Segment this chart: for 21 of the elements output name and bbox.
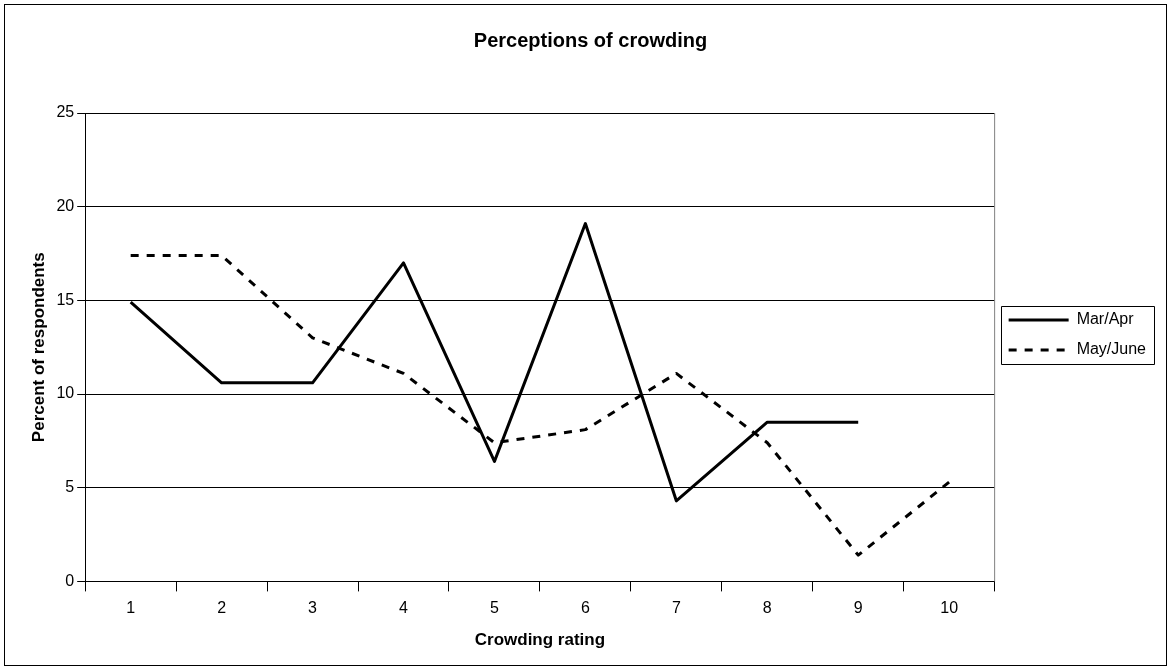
y-tick-label: 20 <box>56 197 75 215</box>
y-tick-label: 25 <box>56 103 75 121</box>
y-tick-label: 10 <box>56 384 75 402</box>
legend-label: May/June <box>1076 340 1147 358</box>
y-axis-title: Percent of respondents <box>28 252 48 443</box>
x-tick-label: 2 <box>217 599 227 617</box>
x-tick-label: 8 <box>762 599 772 617</box>
x-tick-label: 1 <box>126 599 136 617</box>
chart-title: Perceptions of crowding <box>473 28 708 51</box>
x-tick-label: 4 <box>399 599 409 617</box>
x-tick-label: 7 <box>671 599 681 617</box>
x-axis-title: Crowding rating <box>474 630 606 650</box>
x-tick-label: 3 <box>308 599 318 617</box>
x-tick-label: 6 <box>580 599 590 617</box>
x-tick-label: 5 <box>489 599 499 617</box>
y-tick-label: 15 <box>56 290 75 308</box>
legend-label: Mar/Apr <box>1076 310 1135 328</box>
x-tick-label: 10 <box>940 599 959 617</box>
y-tick-label: 5 <box>65 478 75 496</box>
y-tick-label: 0 <box>65 571 75 589</box>
x-tick-label: 9 <box>853 599 863 617</box>
